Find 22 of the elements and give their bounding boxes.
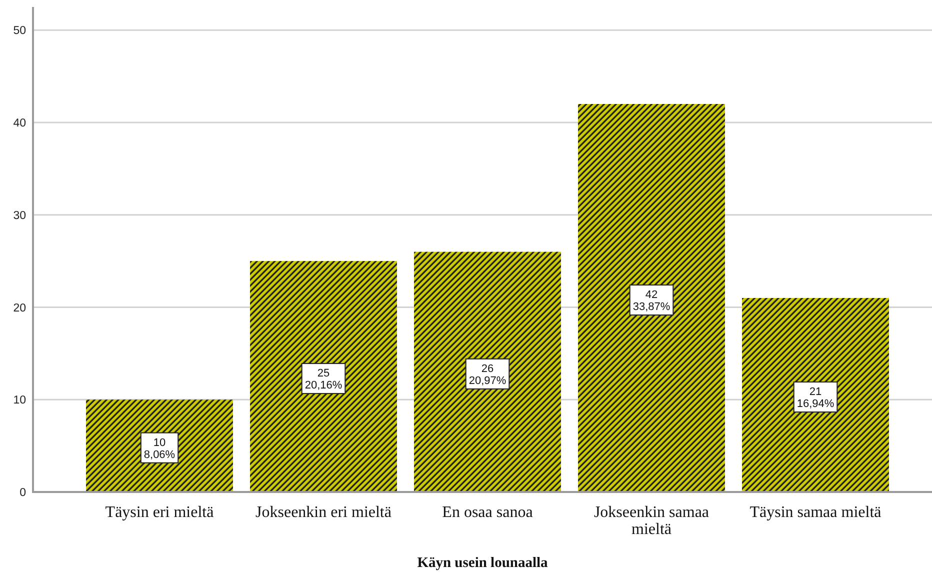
bar — [250, 261, 397, 492]
data-label: 42 33,87% — [632, 289, 670, 313]
x-tick-label: Täysin samaa mieltä — [750, 504, 882, 521]
y-tick-label: 0 — [20, 487, 26, 500]
bar — [86, 400, 233, 492]
x-tick-label: En osaa sanoa — [442, 504, 533, 521]
bar — [742, 298, 889, 492]
data-label: 10 8,06% — [144, 436, 176, 461]
x-tick-label: Jokseenkin samaa mieltä — [594, 504, 710, 538]
y-tick-label: 10 — [13, 394, 26, 407]
x-tick-label: Täysin eri mieltä — [105, 504, 214, 521]
data-label: 25 20,16% — [304, 368, 342, 392]
bar — [414, 252, 561, 492]
y-tick-label: 50 — [13, 25, 26, 38]
y-tick-label: 40 — [13, 118, 26, 130]
x-tick-label: Jokseenkin eri mieltä — [256, 504, 392, 521]
y-tick-label: 30 — [13, 210, 26, 222]
data-label: 21 16,94% — [796, 386, 834, 410]
bar — [578, 104, 725, 492]
data-label: 26 20,97% — [468, 362, 506, 387]
x-axis-title: Käyn usein lounaalla — [417, 555, 549, 571]
y-tick-label: 20 — [13, 302, 26, 314]
